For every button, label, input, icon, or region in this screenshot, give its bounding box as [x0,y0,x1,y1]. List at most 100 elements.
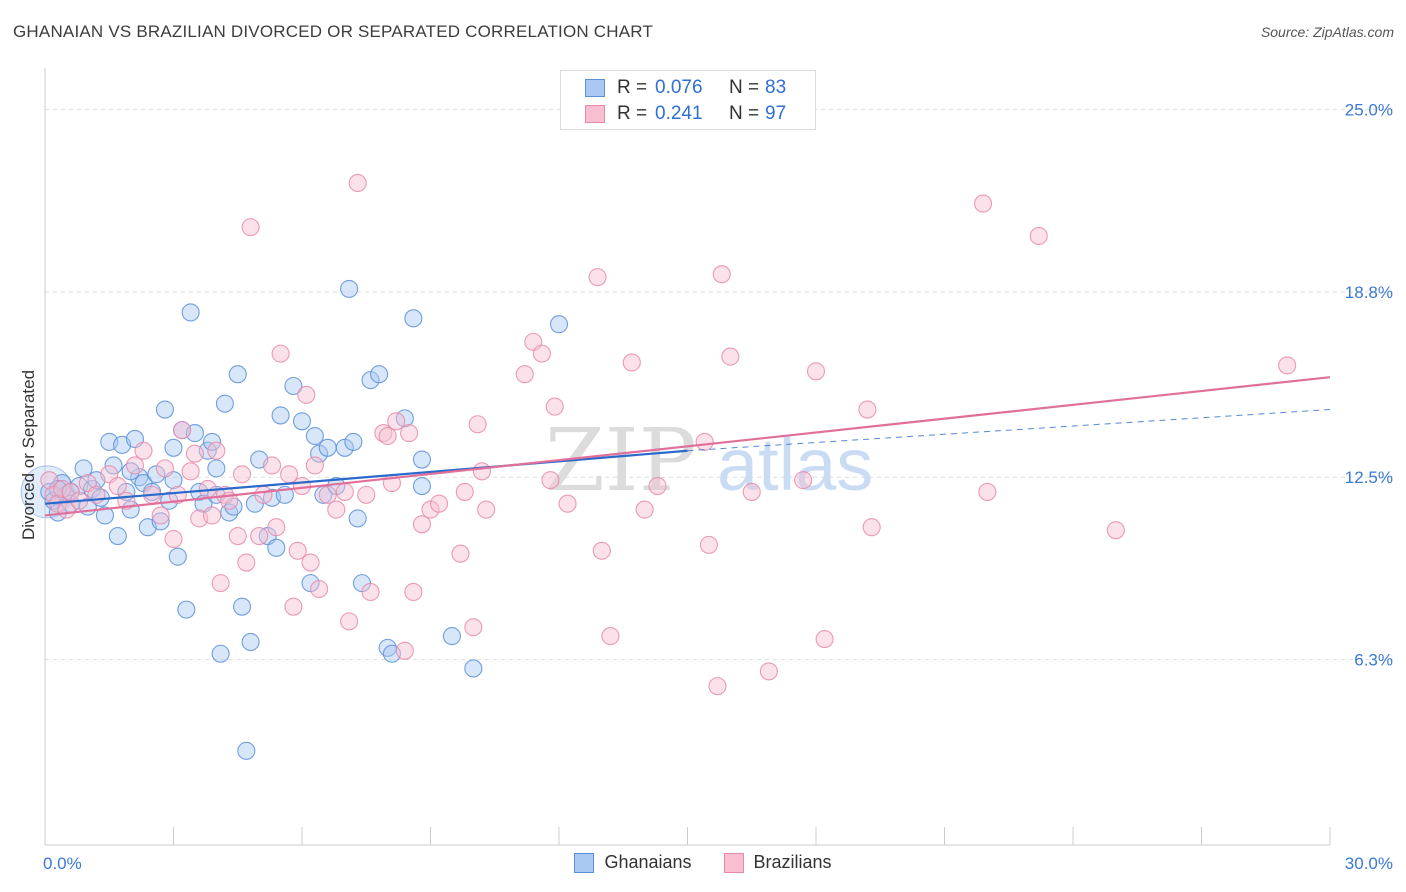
series-legend: Ghanaians Brazilians [0,852,1406,873]
ghanaian-point [284,376,303,396]
ghanaian-trend-extension [687,409,1331,452]
brazilian-point [515,365,534,384]
ghanaians-swatch [585,79,605,97]
brazilian-point [254,485,273,504]
brazilian-point [211,574,230,593]
ghanaian-point [104,456,123,475]
ghanaian-point [340,279,359,298]
brazilian-trend-line [44,376,1331,517]
brazilian-point [455,482,474,501]
r-value: 0.241 [655,103,703,124]
brazilian-point [601,627,620,646]
ghanaian-point [271,406,290,425]
brazilian-point [400,424,419,443]
brazilian-point [815,629,834,649]
brazilian-point [742,482,761,501]
legend-row-brazilians: R = 0.241 N = 97 [585,101,786,127]
brazilian-point [151,506,170,525]
brazilian-point [327,500,346,519]
brazilian-point [207,441,226,460]
brazilian-point [357,485,376,504]
ghanaian-trend-line [44,449,688,505]
brazilian-point [468,415,487,434]
ghanaian-point [464,659,483,678]
ghanaian-point [177,600,196,619]
brazilian-point [250,527,269,546]
brazilian-point [1278,356,1297,375]
brazilian-point [361,582,380,602]
legend-item-brazilians[interactable]: Brazilians [723,852,832,873]
n-label: N = [729,103,760,124]
watermark: ZIP atlas [545,411,873,511]
ghanaian-point [108,527,127,546]
ghanaian-point [305,426,324,446]
brazilians-swatch [723,852,744,873]
grid-lines [45,108,1395,661]
brazilian-point [412,515,431,534]
brazilian-point [40,471,59,490]
x-tick-label: 0.0% [43,854,82,873]
brazilian-point [794,471,813,490]
legend-item-ghanaians[interactable]: Ghanaians [574,852,692,873]
ghanaian-point [228,365,247,384]
brazilian-point [695,432,714,451]
ghanaian-point [318,438,337,457]
y-axis-label: Divorced or Separated [19,370,38,540]
brazilian-point [973,194,993,213]
brazilian-point [1106,521,1125,540]
axes [44,68,1331,846]
brazilian-point [451,544,470,563]
brazilian-point [759,662,778,681]
brazilian-point [532,344,551,363]
ghanaian-point [203,432,222,451]
trend-lines [44,376,1331,517]
ghanaian-point [370,365,389,384]
brazilian-point [267,518,286,537]
ghanaian-point [549,315,569,334]
y-tick-label: 12.5% [1345,468,1393,487]
brazilian-point [262,456,282,475]
brazilian-point [806,362,826,381]
brazilian-point [181,462,200,481]
brazilian-point [292,476,312,496]
brazilian-point [558,494,577,513]
brazilian-point [395,641,414,660]
ghanaians-swatch [574,852,595,873]
chart-title: GHANAIAN VS BRAZILIAN DIVORCED OR SEPARA… [13,22,654,41]
brazilian-point [284,597,303,616]
brazilian-point [168,485,187,504]
ghanaian-point [237,741,256,760]
brazilian-point [635,500,654,519]
legend-label: Ghanaians [604,852,692,872]
brazilian-point [348,173,367,193]
ghanaian-point [344,432,363,451]
brazilian-point [241,218,260,237]
ghanaian-point [267,538,286,557]
brazilian-point [335,482,354,501]
brazilian-point [134,441,153,460]
n-label: N = [729,77,760,98]
brazilian-point [404,582,423,602]
brazilian-point [592,541,611,560]
ghanaian-point [412,476,431,496]
brazilian-point [310,579,329,599]
ghanaian-point [207,459,226,478]
brazilian-point [237,553,256,572]
brazilian-point [185,444,204,463]
x-tick-label: 30.0% [1345,854,1393,873]
ghanaian-point [348,509,367,528]
brazilian-point [545,397,564,416]
brazilian-point [862,518,881,537]
brazilian-point [699,535,718,554]
brazilian-point [858,400,877,419]
brazilian-point [588,268,607,287]
brazilian-point [712,265,731,284]
brazilian-point [387,412,406,431]
legend-label: Brazilians [753,852,832,872]
brazilians-swatch [585,105,605,123]
brazilian-point [378,426,397,446]
y-tick-label: 6.3% [1354,651,1393,670]
brazilian-point [203,506,222,525]
y-tick-label: 18.8% [1345,283,1393,302]
n-value: 83 [765,77,787,98]
